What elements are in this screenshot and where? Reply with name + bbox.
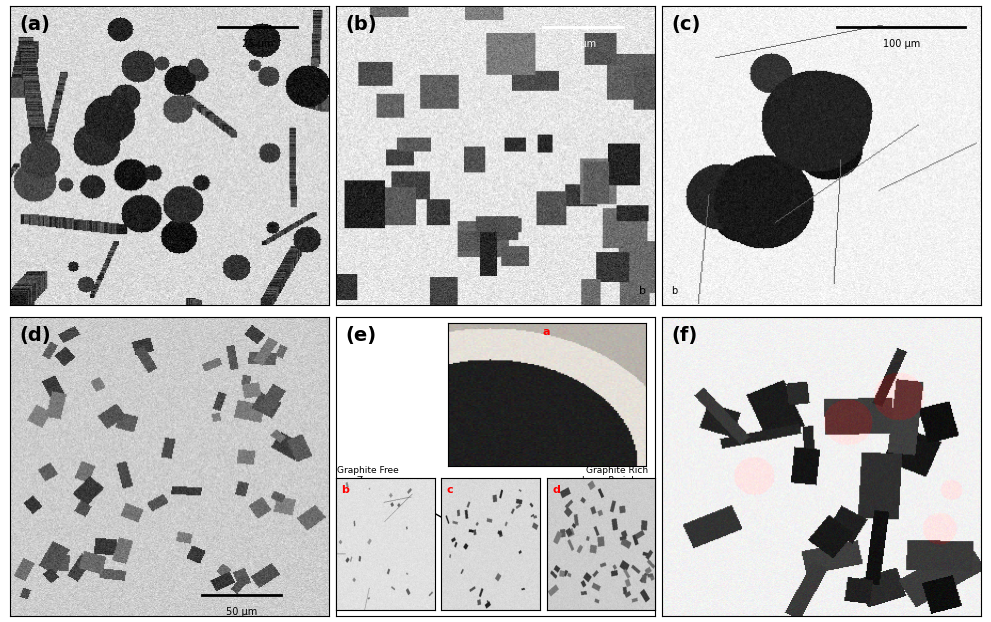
Text: Graphite Rich
Inner Periphery: Graphite Rich Inner Periphery xyxy=(582,434,652,485)
Text: b: b xyxy=(638,286,646,296)
Text: (a): (a) xyxy=(20,15,51,34)
Text: Graphite Free
Zone: Graphite Free Zone xyxy=(337,466,454,524)
Text: (f): (f) xyxy=(671,326,698,345)
Text: b: b xyxy=(671,286,678,296)
Text: 100 μm: 100 μm xyxy=(883,39,920,49)
Text: 25 μm: 25 μm xyxy=(242,39,274,49)
Text: (d): (d) xyxy=(20,326,52,345)
Text: 5 μm: 5 μm xyxy=(571,39,596,49)
Text: (e): (e) xyxy=(345,326,377,345)
Text: (b): (b) xyxy=(345,15,377,34)
Text: 50 μm: 50 μm xyxy=(226,607,257,617)
Text: (c): (c) xyxy=(671,15,701,34)
